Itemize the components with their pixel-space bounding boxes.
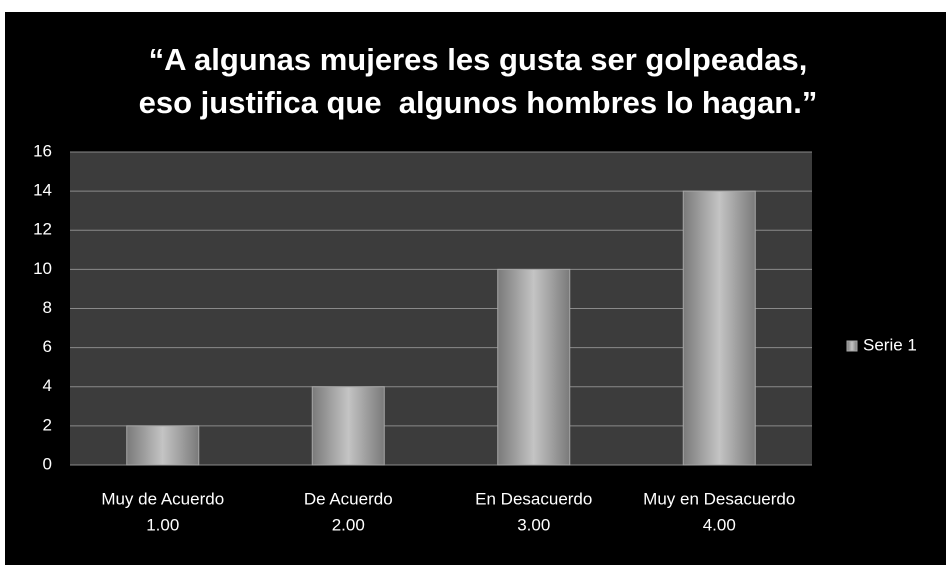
y-tick-label: 16 — [33, 141, 52, 160]
x-tick-label: 1.00 — [146, 515, 179, 534]
x-tick-label: En Desacuerdo — [475, 489, 592, 508]
y-tick-label: 10 — [33, 259, 52, 278]
bar — [311, 386, 385, 466]
y-tick-label: 0 — [43, 454, 52, 473]
x-tick-label: 4.00 — [703, 515, 736, 534]
y-tick-label: 14 — [33, 181, 52, 200]
bar — [682, 190, 756, 466]
y-tick-label: 6 — [43, 337, 52, 356]
x-tick-label: De Acuerdo — [304, 489, 393, 508]
legend-marker — [846, 340, 858, 352]
y-tick-label: 12 — [33, 220, 52, 239]
y-tick-label: 4 — [43, 376, 52, 395]
x-tick-label: 3.00 — [517, 515, 550, 534]
y-tick-label: 2 — [43, 415, 52, 434]
bar — [497, 268, 571, 466]
x-tick-label: Muy en Desacuerdo — [643, 489, 795, 508]
legend-label: Serie 1 — [863, 335, 917, 354]
chart-title: “A algunas mujeres les gusta ser golpead… — [149, 42, 808, 77]
x-tick-label: Muy de Acuerdo — [101, 489, 224, 508]
bar — [126, 425, 200, 466]
chart-title: eso justifica que algunos hombres lo hag… — [139, 85, 818, 120]
x-tick-label: 2.00 — [332, 515, 365, 534]
y-tick-label: 8 — [43, 298, 52, 317]
